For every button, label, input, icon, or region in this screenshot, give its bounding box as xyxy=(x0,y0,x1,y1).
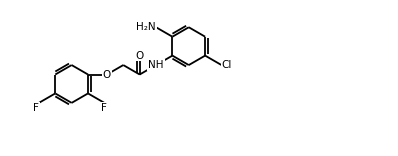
Text: O: O xyxy=(103,70,111,80)
Text: NH: NH xyxy=(148,60,164,70)
Text: H₂N: H₂N xyxy=(137,22,156,32)
Text: F: F xyxy=(101,103,107,113)
Text: F: F xyxy=(33,103,39,113)
Text: O: O xyxy=(136,51,144,61)
Text: Cl: Cl xyxy=(222,60,232,70)
